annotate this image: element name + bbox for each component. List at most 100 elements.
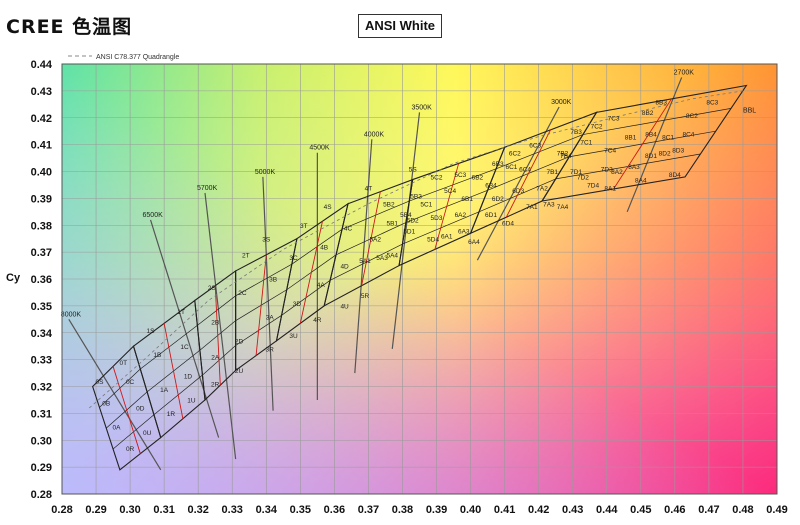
x-tick-label-5: 0.33 <box>222 504 243 516</box>
bin-label-74: 7A1 <box>526 204 538 211</box>
bin-label-87: 7D2 <box>577 175 589 182</box>
isotherm-label-3: 5000K <box>255 169 276 176</box>
ansi-quadrangles <box>92 84 748 471</box>
bin-label-16: 2S <box>208 285 217 292</box>
bin-label-34: 4A <box>317 282 326 289</box>
y-tick-label-16: 0.44 <box>31 59 53 71</box>
x-tick-label-19: 0.47 <box>698 504 719 516</box>
x-tick-label-14: 0.42 <box>528 504 549 516</box>
y-tick-label-13: 0.41 <box>31 140 52 152</box>
bin-labels: 0S 0T 0C 0B 0D 0A 0U 0R 1S 1B 1A 1R 1T 1C 1D 1U 2S 2B 2A 2R… <box>95 99 718 453</box>
bin-label-28: 3T <box>300 223 308 230</box>
bin-label-62: 6B1 <box>461 196 473 203</box>
bin-label-92: 8A3 <box>628 164 640 171</box>
bin-label-95: 8B2 <box>642 110 654 117</box>
bin-label-39: 4U <box>340 304 349 311</box>
bin-label-13: 1C <box>180 344 189 351</box>
bin-label-7: 0R <box>126 446 135 453</box>
isotherm-line-0 <box>68 318 162 471</box>
grid <box>61 63 778 495</box>
x-axis-ticks: 0.28 0.29 0.30 0.31 0.32 0.33 0.34 0.35 0.36 0.37… <box>51 504 787 516</box>
bin-label-29: 3C <box>289 255 298 262</box>
black-body-locus: BBL <box>88 90 756 409</box>
quadrangle-5-split <box>361 191 381 286</box>
bin-label-69: 6C4 <box>519 167 531 174</box>
bin-label-23: 2U <box>235 368 244 375</box>
bin-label-9: 1B <box>153 352 161 359</box>
y-tick-label-11: 0.39 <box>31 193 52 205</box>
bin-label-11: 1R <box>167 411 176 418</box>
quadrangle-6-split <box>434 163 460 250</box>
bin-label-30: 3D <box>293 301 302 308</box>
bin-label-57: 5D4 <box>427 236 439 243</box>
bin-label-31: 3U <box>289 333 298 340</box>
bin-label-76: 7A3 <box>543 201 555 208</box>
bin-label-47: 5B2 <box>383 201 395 208</box>
bin-label-70: 6D1 <box>485 212 497 219</box>
x-tick-label-3: 0.31 <box>153 504 174 516</box>
isotherm-line-1 <box>149 219 220 438</box>
bin-label-54: 5D1 <box>403 228 415 235</box>
bin-label-72: 6D3 <box>512 188 524 195</box>
y-tick-label-2: 0.30 <box>31 435 52 447</box>
isotherm-label-1: 6500K <box>143 212 164 219</box>
x-tick-label-2: 0.30 <box>119 504 140 516</box>
isotherm-label-7: 3000K <box>551 99 572 106</box>
legend: ANSI C78.377 Quadrangle <box>68 54 179 61</box>
bin-label-52: 5C3 <box>454 172 466 179</box>
x-tick-label-17: 0.45 <box>630 504 651 516</box>
isotherm-lines: 8000K 6500K 5700K 5000K 4500K 4000K 3500K 3000K… <box>61 69 694 471</box>
chart-title: ANSI White <box>358 14 442 38</box>
bin-label-78: 7B1 <box>546 169 558 176</box>
bin-label-81: 7B4 <box>560 153 572 160</box>
bin-label-37: 4C <box>344 226 353 233</box>
bin-label-45: 5A4 <box>386 253 398 260</box>
bin-label-33: 4B <box>320 244 328 251</box>
bin-label-63: 6B2 <box>472 175 484 182</box>
bin-label-32: 4S <box>324 204 333 211</box>
x-tick-label-8: 0.36 <box>324 504 345 516</box>
bin-label-64: 6B3 <box>492 161 504 168</box>
bin-label-100: 8C3 <box>706 99 718 106</box>
bin-label-22: 2D <box>235 339 244 346</box>
bin-label-49: 5B4 <box>400 212 412 219</box>
bin-label-73: 6D4 <box>502 220 514 227</box>
bin-label-3: 0B <box>102 400 110 407</box>
bin-label-94: 8B1 <box>625 134 637 141</box>
bin-label-53: 5C4 <box>444 188 456 195</box>
page-title: CREE 色温图 <box>6 16 133 38</box>
y-tick-label-5: 0.33 <box>31 355 52 367</box>
bin-label-27: 3R <box>266 347 275 354</box>
x-tick-label-21: 0.49 <box>766 504 787 516</box>
y-tick-label-12: 0.40 <box>31 167 52 179</box>
bin-label-65: 6B4 <box>485 183 497 190</box>
x-tick-label-12: 0.40 <box>460 504 481 516</box>
bin-label-101: 8C4 <box>683 132 695 139</box>
bin-label-61: 6A4 <box>468 239 480 246</box>
x-tick-label-7: 0.35 <box>290 504 311 516</box>
bin-label-24: 3S <box>262 236 271 243</box>
isotherm-label-4: 4500K <box>309 145 330 152</box>
isotherm-line-8 <box>626 77 683 213</box>
bin-label-35: 4R <box>313 317 322 324</box>
isotherm-label-2: 5700K <box>197 185 218 192</box>
bin-label-91: 8A2 <box>611 169 623 176</box>
y-tick-label-0: 0.28 <box>31 489 52 501</box>
isotherm-label-6: 3500K <box>412 104 433 111</box>
bin-label-90: 8A1 <box>604 185 616 192</box>
bin-label-77: 7A4 <box>557 204 569 211</box>
bin-label-82: 7C1 <box>580 140 592 147</box>
isotherm-line-7 <box>476 106 560 261</box>
bin-label-55: 5D2 <box>407 218 419 225</box>
y-tick-label-6: 0.34 <box>31 328 53 340</box>
bin-label-6: 0U <box>143 430 152 437</box>
x-tick-label-0: 0.28 <box>51 504 72 516</box>
x-tick-label-1: 0.29 <box>85 504 106 516</box>
x-tick-label-18: 0.46 <box>664 504 685 516</box>
bin-label-93: 8A4 <box>635 177 647 184</box>
x-tick-label-10: 0.38 <box>392 504 413 516</box>
isotherm-line-6 <box>391 112 421 349</box>
bin-label-0: 0S <box>95 379 104 386</box>
x-tick-label-4: 0.32 <box>187 504 208 516</box>
bin-label-71: 6D2 <box>492 196 504 203</box>
